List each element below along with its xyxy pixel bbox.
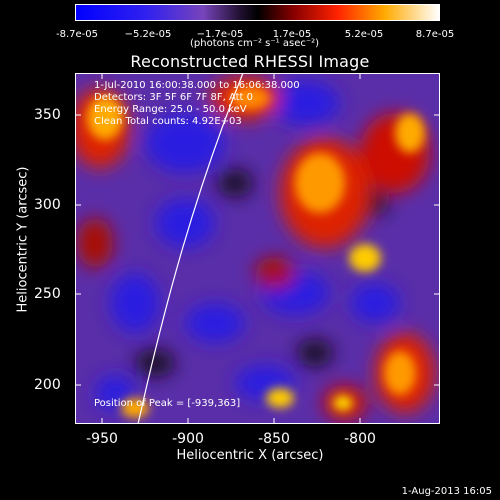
rhessi-image	[75, 73, 440, 424]
color-bar	[75, 4, 440, 21]
colorbar-tick: -8.7e-05	[56, 29, 98, 40]
energy-range-label: Energy Range: 25.0 - 50.0 keV	[94, 104, 247, 115]
total-counts-label: Clean Total counts: 4.92E+03	[94, 116, 242, 127]
y-tick-label: 300	[34, 197, 61, 213]
x-tick-label: -850	[258, 431, 290, 447]
colorbar-tick: −1.7e-05	[196, 29, 244, 40]
x-tick-label: -950	[86, 431, 118, 447]
plot-title: Reconstructed RHESSI Image	[130, 52, 370, 71]
x-axis-label: Heliocentric X (arcsec)	[176, 448, 324, 463]
detectors-label: Detectors: 3F 5F 6F 7F 8F, Att 0	[94, 92, 254, 103]
colorbar-tick: −5.2e-05	[124, 29, 172, 40]
colorbar-units: (photons cm⁻² s⁻¹ asec⁻²)	[190, 38, 320, 49]
y-tick-label: 350	[34, 107, 61, 123]
colorbar-tick: 5.2e-05	[344, 29, 384, 40]
y-tick-label: 200	[34, 377, 61, 393]
y-tick-label: 250	[34, 286, 61, 302]
colorbar-tick: 8.7e-05	[415, 29, 455, 40]
y-axis-label: Heliocentric Y (arcsec)	[15, 166, 31, 313]
generation-datestamp: 1-Aug-2013 16:05	[401, 486, 492, 497]
x-tick-label: -900	[172, 431, 204, 447]
time-range-label: 1-Jul-2010 16:00:38.000 to 16:06:38.000	[94, 80, 300, 91]
x-tick-label: -800	[344, 431, 376, 447]
colorbar-tick: 1.7e-05	[272, 29, 312, 40]
peak-position-label: Position of Peak = [-939,363]	[94, 398, 241, 409]
